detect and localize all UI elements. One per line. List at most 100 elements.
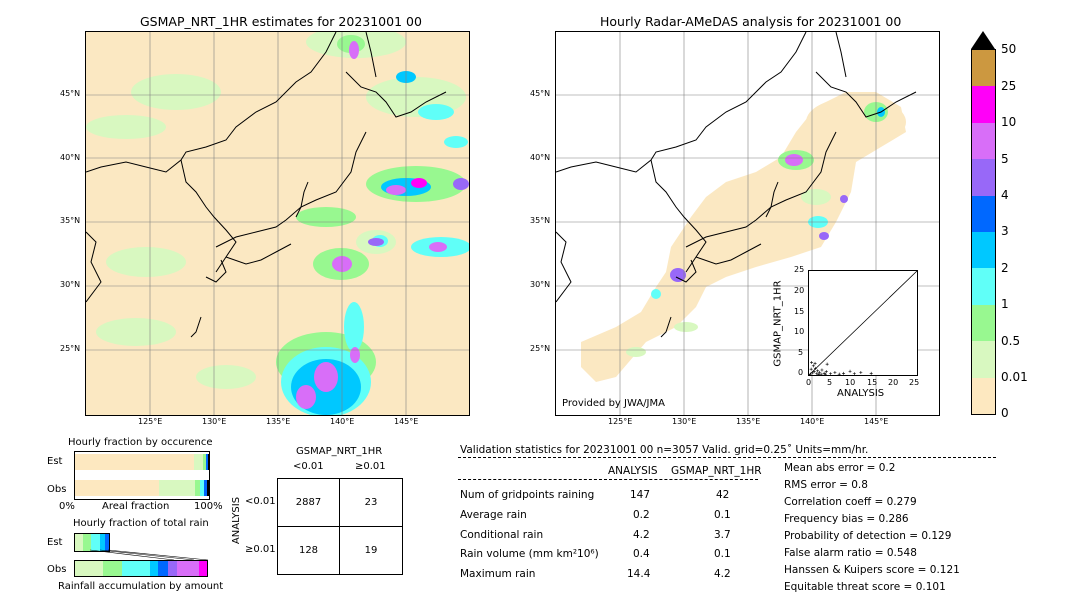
validation-row-gsmap: 4.2 [714, 568, 731, 580]
validation-row-label: Rain volume (mm km²10⁶) [460, 548, 599, 560]
total-rain-connectors [89, 549, 208, 561]
left-lon-label-145: 145°E [394, 417, 419, 426]
scatter-point [848, 369, 852, 373]
left-lat-label-45: 45°N [60, 89, 81, 98]
scatter-point [825, 362, 829, 366]
scatter-point [820, 368, 824, 372]
data-credit: Provided by JWA/JMA [562, 398, 665, 409]
colorbar-label-0.5: 0.5 [1001, 334, 1021, 348]
right-lon-label-130: 130°E [672, 417, 697, 426]
right-lat-label-30: 30°N [530, 280, 551, 289]
scatter-point [842, 371, 846, 375]
validation-row-gsmap: 0.1 [714, 509, 731, 521]
validation-row-label: Average rain [460, 509, 527, 521]
left-map-canvas [86, 32, 469, 415]
right-lat-label-45: 45°N [530, 89, 551, 98]
total-rain-title: Hourly fraction of total rain [73, 518, 209, 529]
contingency-col-lt: <0.01 [293, 461, 324, 472]
scatter-ytick-0: 0 [798, 368, 804, 377]
scatter-diagonal [808, 270, 918, 376]
colorbar [971, 49, 996, 415]
scatter-xtick-10: 10 [845, 378, 856, 387]
validation-row-gsmap: 3.7 [714, 529, 731, 541]
right-lon-label-140: 140°E [800, 417, 825, 426]
validation-row-label: Maximum rain [460, 568, 536, 580]
scatter-ytick-25: 25 [794, 265, 805, 274]
scatter-point [810, 371, 814, 375]
scatter-xtick-15: 15 [867, 378, 878, 387]
left-lat-label-35: 35°N [60, 216, 81, 225]
score-frequency-bias: Frequency bias = 0.286 [784, 513, 909, 525]
scatter-point [819, 372, 823, 376]
contingency-table: 2887 23 128 19 [277, 478, 403, 575]
colorbar-band-10-25 [972, 86, 995, 123]
scatter-point [859, 371, 863, 375]
right-lat-label-25: 25°N [530, 344, 551, 353]
right-lat-label-35: 35°N [530, 216, 551, 225]
left-lat-label-25: 25°N [60, 344, 81, 353]
occurrence-axis-right: 100% [194, 501, 223, 512]
contingency-row-label: ANALYSIS [231, 496, 243, 545]
contingency-row-lt: <0.01 [245, 496, 276, 507]
right-map: Provided by JWA/JMA [555, 31, 940, 416]
total-rain-bar-obs [74, 560, 208, 577]
colorbar-extend-arrow [971, 31, 995, 49]
left-lat-label-30: 30°N [60, 280, 81, 289]
total-rain-xlabel: Rainfall accumulation by amount [58, 581, 224, 592]
left-map-coastline [86, 32, 447, 338]
scatter-xtick-5: 5 [827, 378, 833, 387]
scatter-point [833, 371, 837, 375]
scatter-canvas [808, 270, 918, 377]
colorbar-label-25: 25 [1001, 79, 1017, 93]
scatter-point [813, 361, 817, 365]
total-rain-row-est: Est [47, 537, 63, 548]
colorbar-label-2: 2 [1001, 261, 1009, 275]
occurrence-row-est: Est [47, 456, 63, 467]
scatter-xtick-0: 0 [806, 378, 812, 387]
occurrence-chart [74, 451, 210, 500]
total-rain-chart [74, 532, 208, 579]
validation-header-rule [458, 457, 996, 458]
contingency-cell-miss: 128 [278, 526, 340, 574]
validation-header: Validation statistics for 20231001 00 n=… [460, 444, 869, 456]
colorbar-label-0: 0 [1001, 406, 1009, 420]
score-rms-error: RMS error = 0.8 [784, 479, 868, 491]
left-map-grid [86, 32, 469, 415]
validation-row-gsmap: 42 [716, 489, 730, 501]
validation-row-gsmap: 0.1 [714, 548, 731, 560]
left-lon-label-130: 130°E [202, 417, 227, 426]
scatter-point [815, 372, 819, 376]
scatter-ytick-10: 10 [794, 327, 805, 336]
left-lon-label-125: 125°E [138, 417, 163, 426]
right-lon-label-125: 125°E [608, 417, 633, 426]
colorbar-band-2-3 [972, 231, 995, 269]
scatter-xtick-20: 20 [888, 378, 899, 387]
validation-row-label: Num of gridpoints raining [460, 489, 595, 501]
score-equitable-threat: Equitable threat score = 0.101 [784, 581, 946, 593]
colorbar-band-4-5 [972, 159, 995, 196]
scatter-xtick-25: 25 [909, 378, 920, 387]
left-lon-label-135: 135°E [266, 417, 291, 426]
validation-row-analysis: 0.4 [633, 548, 650, 560]
validation-row-analysis: 14.4 [627, 568, 651, 580]
occurrence-xlabel: Areal fraction [102, 501, 170, 512]
colorbar-band-001-05 [972, 341, 995, 378]
colorbar-label-5: 5 [1001, 152, 1009, 166]
left-rain-areas [86, 32, 469, 415]
contingency-cell-hit-none: 2887 [278, 479, 340, 527]
validation-col-analysis: ANALYSIS [608, 465, 658, 477]
scatter-ylabel: GSMAP_NRT_1HR [772, 280, 784, 367]
occurrence-bar-est [75, 454, 209, 470]
scatter-plot [808, 270, 918, 377]
contingency-cell-hit: 19 [364, 544, 378, 556]
left-lon-label-140: 140°E [330, 417, 355, 426]
total-rain-bar-est [74, 533, 110, 552]
score-probability-detection: Probability of detection = 0.129 [784, 530, 952, 542]
scatter-point [837, 372, 841, 376]
colorbar-label-10: 10 [1001, 115, 1017, 129]
scatter-ytick-15: 15 [794, 307, 805, 316]
right-map-title: Hourly Radar-AMeDAS analysis for 2023100… [600, 14, 902, 29]
right-map-canvas [556, 32, 939, 415]
occurrence-title: Hourly fraction by occurence [68, 437, 213, 448]
score-mean-abs-error: Mean abs error = 0.2 [784, 462, 896, 474]
